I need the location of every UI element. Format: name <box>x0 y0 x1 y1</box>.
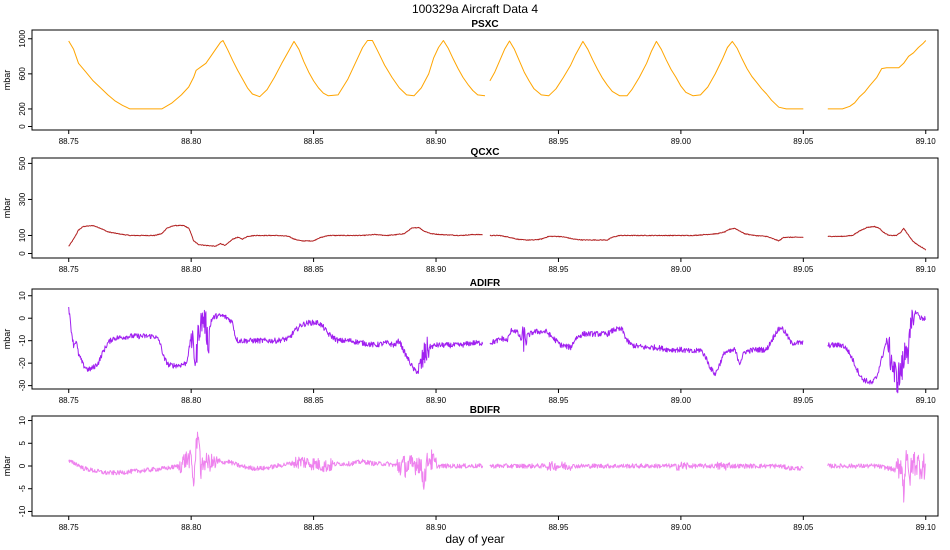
y-tick-label: 10 <box>18 291 27 300</box>
y-axis-label: mbar <box>2 329 12 350</box>
x-tick-label: 89.05 <box>793 523 814 532</box>
x-tick-label: 89.05 <box>793 137 814 146</box>
plot-frame <box>31 288 939 390</box>
y-tick-label: 0 <box>18 463 27 468</box>
y-tick-label: -10 <box>18 505 27 517</box>
x-tick-label: 88.95 <box>548 523 569 532</box>
plot-frame <box>31 29 939 131</box>
y-tick-label: 500 <box>18 156 27 170</box>
x-tick-label: 88.95 <box>548 137 569 146</box>
y-axis-label: mbar <box>2 198 12 219</box>
series-qcxc-segment-2 <box>489 227 804 242</box>
panel-title: BDIFR <box>470 405 501 416</box>
y-axis-label: mbar <box>2 456 12 477</box>
y-tick-label: 10 <box>18 416 27 425</box>
x-tick-label: 88.90 <box>426 396 447 405</box>
y-tick-label: 0 <box>18 315 27 320</box>
x-tick-label: 88.95 <box>548 396 569 405</box>
x-tick-label: 89.00 <box>671 396 692 405</box>
x-tick-label: 88.85 <box>304 265 325 274</box>
x-tick-label: 89.05 <box>793 396 814 405</box>
y-tick-label: 600 <box>18 67 27 81</box>
x-tick-label: 89.10 <box>916 265 937 274</box>
series-qcxc-segment-3 <box>827 225 927 251</box>
series-bdifr-segment-3 <box>827 450 926 503</box>
y-tick-label: 0 <box>18 251 27 256</box>
y-tick-label: -5 <box>18 485 27 493</box>
x-tick-label: 88.85 <box>304 137 325 146</box>
panel-qcxc: QCXC mbar 0 100 300 500 88.75 88.80 88.85 88.90 88… <box>2 147 939 274</box>
x-tick-label: 88.75 <box>59 265 80 274</box>
x-tick-label: 89.10 <box>916 396 937 405</box>
series-psxc-segment-2 <box>489 40 804 110</box>
panel-bdifr: BDIFR mbar -10 -5 0 5 10 88.75 88.80 88.85 88.90 88… <box>2 405 939 532</box>
series-adifr-segment-3 <box>827 309 927 394</box>
x-tick-label: 88.75 <box>59 523 80 532</box>
x-tick-label: 89.10 <box>916 137 937 146</box>
x-tick-label: 88.90 <box>426 523 447 532</box>
y-tick-label: 1000 <box>18 29 27 47</box>
x-tick-label: 89.00 <box>671 137 692 146</box>
x-axis-label: day of year <box>445 532 504 546</box>
series-psxc-segment-1 <box>68 40 486 110</box>
panel-title: QCXC <box>471 147 500 158</box>
series-bdifr-segment-1 <box>68 431 484 490</box>
x-tick-label: 89.10 <box>916 523 937 532</box>
series-psxc-segment-3 <box>827 40 927 110</box>
y-tick-label: 0 <box>18 124 27 129</box>
figure-title: 100329a Aircraft Data 4 <box>412 2 538 16</box>
x-tick-label: 88.90 <box>426 265 447 274</box>
x-tick-label: 88.75 <box>59 396 80 405</box>
x-tick-label: 88.75 <box>59 137 80 146</box>
x-tick-label: 89.00 <box>671 523 692 532</box>
x-tick-label: 88.85 <box>304 396 325 405</box>
y-tick-label: 300 <box>18 192 27 206</box>
x-tick-label: 88.95 <box>548 265 569 274</box>
panel-title: ADIFR <box>470 278 501 289</box>
y-tick-label: 100 <box>18 228 27 242</box>
x-tick-label: 88.90 <box>426 137 447 146</box>
y-tick-label: 200 <box>18 102 27 116</box>
panel-psxc: PSXC mbar 0 200 600 1000 88.75 88.80 88.85 88.90 8… <box>2 19 939 146</box>
x-tick-label: 88.85 <box>304 523 325 532</box>
y-tick-label: 5 <box>18 440 27 445</box>
y-tick-label: -20 <box>18 357 27 369</box>
x-tick-label: 89.05 <box>793 265 814 274</box>
series-adifr-segment-1 <box>68 306 484 374</box>
x-tick-label: 88.80 <box>181 265 202 274</box>
panel-adifr: ADIFR mbar -30 -20 -10 0 10 88.75 88.80 88.85 88.9… <box>2 278 939 405</box>
panel-title: PSXC <box>471 19 498 30</box>
y-tick-label: -30 <box>18 379 27 391</box>
x-tick-label: 89.00 <box>671 265 692 274</box>
series-qcxc-segment-1 <box>68 224 483 247</box>
series-adifr-segment-2 <box>489 326 804 377</box>
x-tick-label: 88.80 <box>181 137 202 146</box>
series-bdifr-segment-2 <box>489 461 804 471</box>
x-tick-label: 88.80 <box>181 523 202 532</box>
x-tick-label: 88.80 <box>181 396 202 405</box>
plot-frame <box>31 157 939 259</box>
y-axis-label: mbar <box>2 70 12 91</box>
y-tick-label: -10 <box>18 334 27 346</box>
